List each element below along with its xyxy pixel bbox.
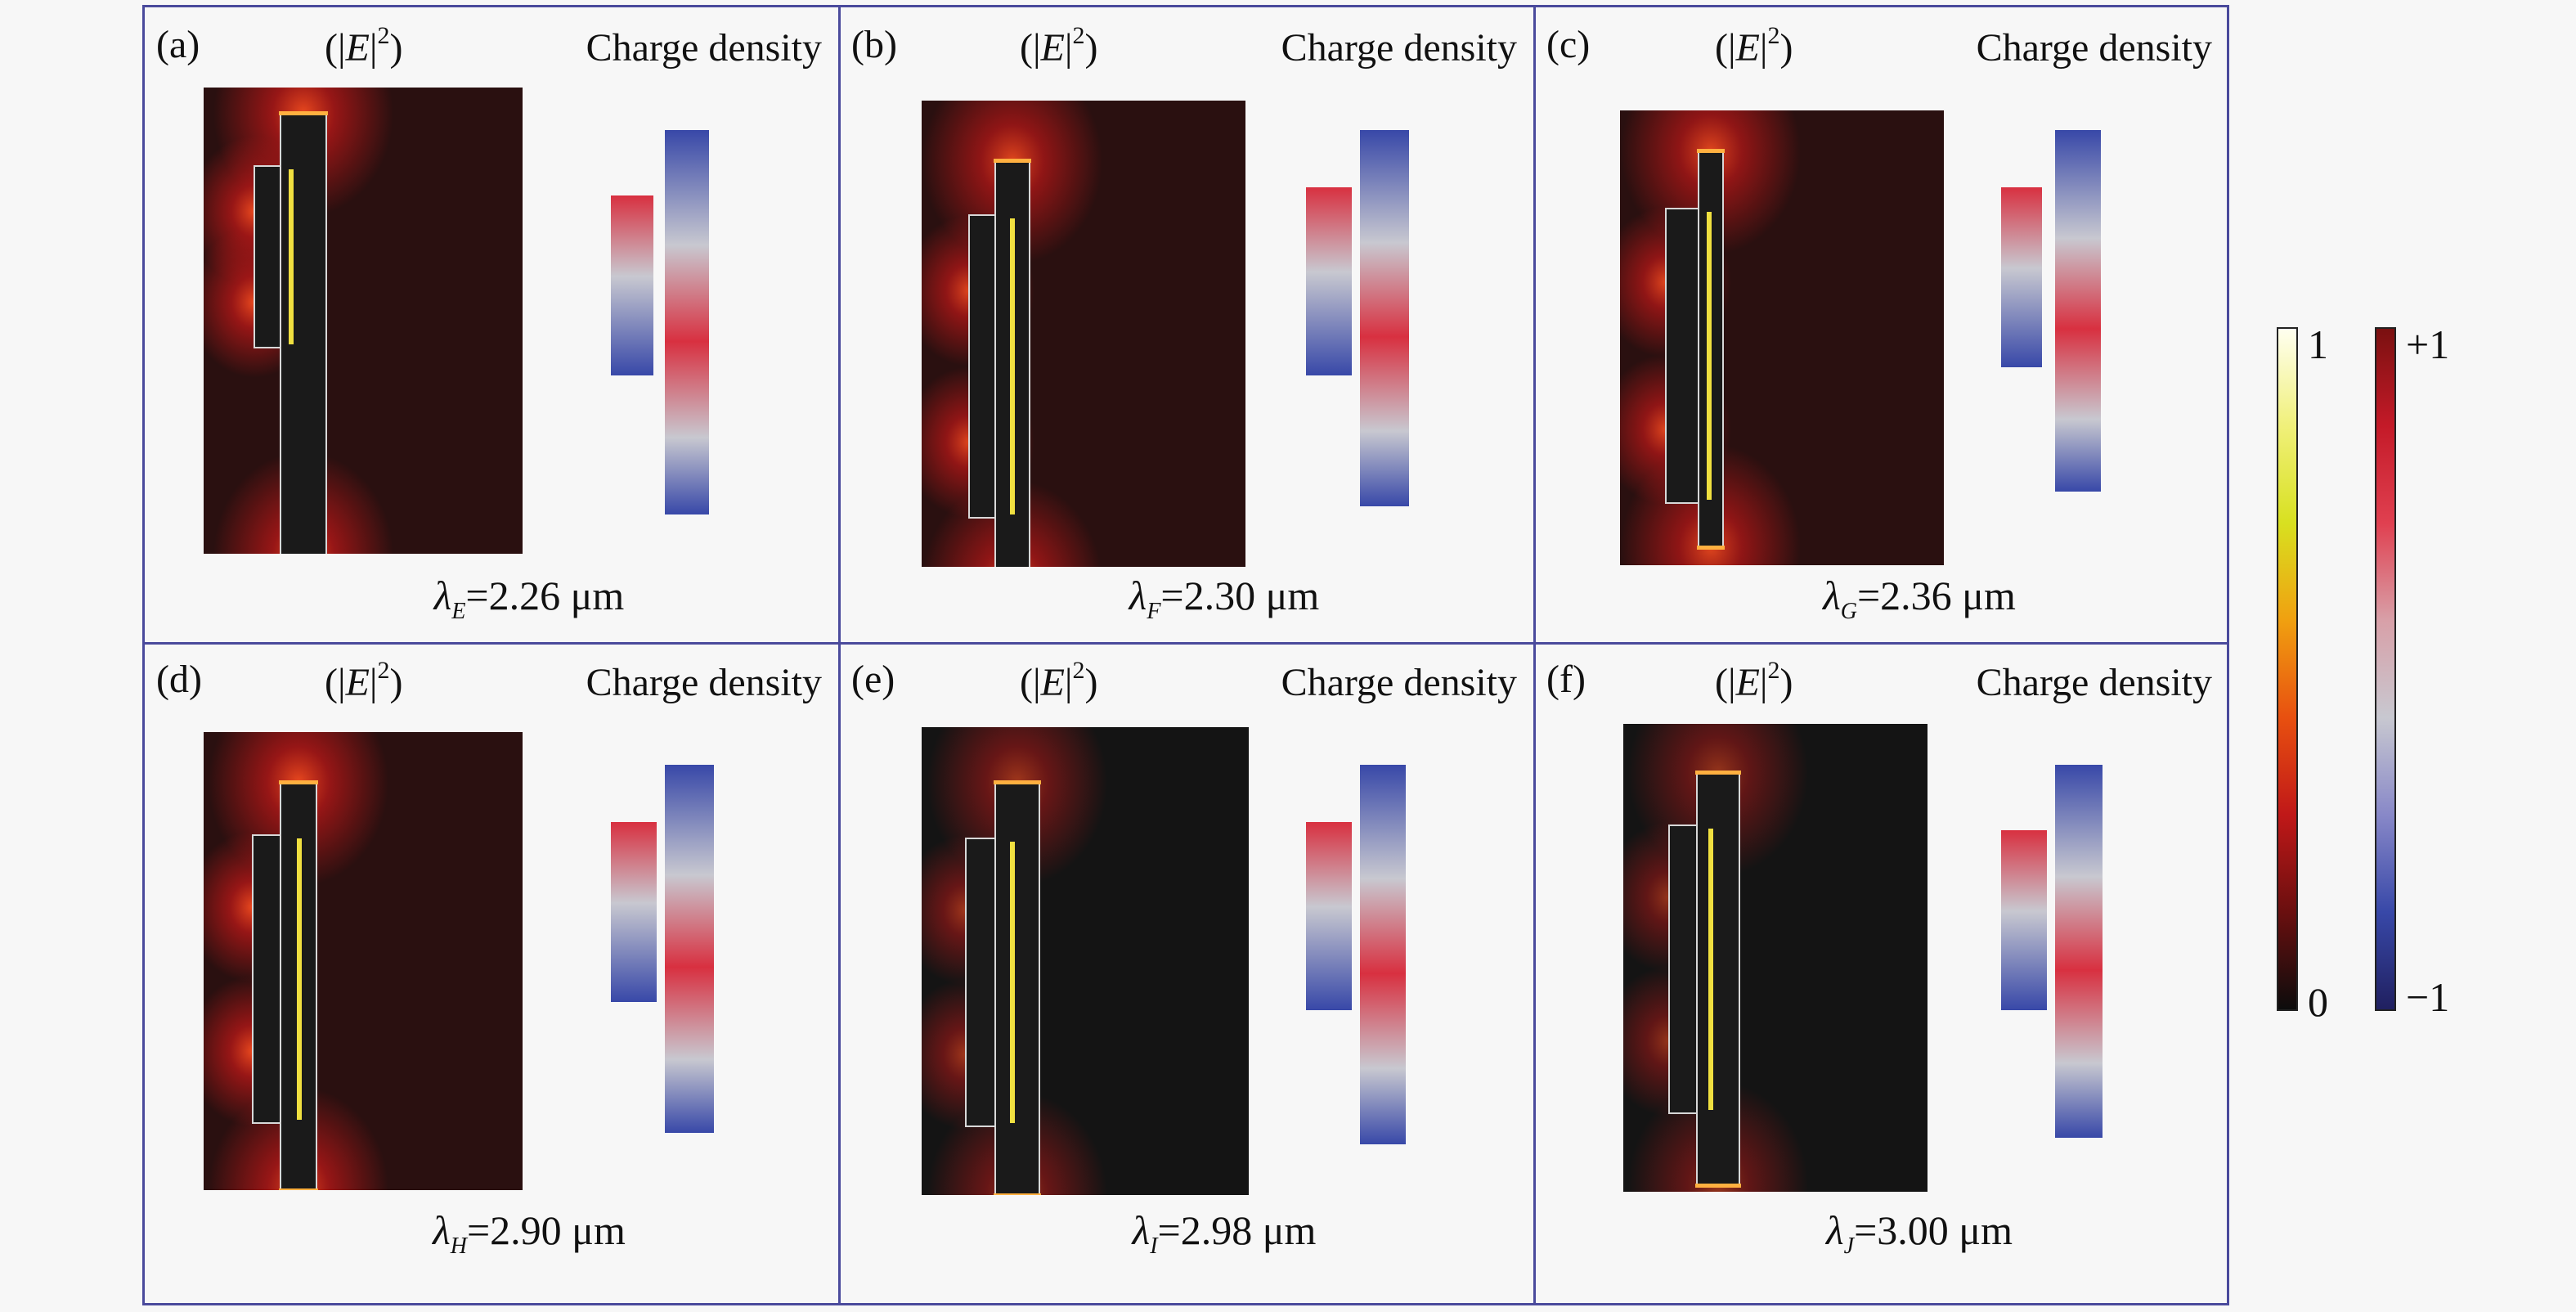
charge-density-label: Charge density: [1281, 26, 1517, 70]
panel-f: (f) (|E|2) Charge density λJ=3.00 μm: [1535, 642, 2230, 1277]
charge-map: [1306, 765, 1406, 1144]
panel-letter: (f): [1546, 658, 1586, 701]
divider-vertical-2: [1533, 7, 1536, 1303]
panel-e: (e) (|E|2) Charge density λI=2.98 μm: [840, 642, 1535, 1277]
charge-density-label: Charge density: [586, 661, 822, 704]
field-colorbar-min-label: 0: [2308, 979, 2328, 1025]
charge-density-label: Charge density: [586, 26, 822, 70]
charge-density-label: Charge density: [1976, 26, 2212, 70]
field-label: (|E|2): [1020, 657, 1098, 704]
charge-density-label: Charge density: [1281, 661, 1517, 704]
panel-d: (d) (|E|2) Charge density λH=2.90 μm: [145, 642, 840, 1277]
wavelength-label: λF=2.30 μm: [1129, 573, 1320, 624]
charge-map: [2001, 130, 2101, 492]
charge-colorbar-max-label: +1: [2406, 321, 2450, 367]
wavelength-label: λG=2.36 μm: [1823, 573, 2016, 624]
field-colorbar: [2277, 327, 2298, 1011]
field-label: (|E|2): [1020, 22, 1098, 70]
panel-letter: (c): [1546, 23, 1591, 66]
field-map: [204, 88, 523, 554]
charge-map: [611, 765, 714, 1133]
panel-b: (b) (|E|2) Charge density λF=2.30 μm: [840, 7, 1535, 642]
field-colorbar-max-label: 1: [2308, 321, 2328, 367]
panel-letter: (d): [156, 658, 202, 701]
wavelength-label: λH=2.90 μm: [433, 1207, 626, 1259]
field-label: (|E|2): [1715, 22, 1793, 70]
wavelength-label: λE=2.26 μm: [433, 573, 625, 624]
field-map: [922, 727, 1249, 1195]
panel-letter: (a): [156, 23, 200, 66]
divider-vertical-1: [838, 7, 841, 1303]
charge-map: [611, 130, 709, 514]
charge-colorbar-min-label: −1: [2406, 974, 2450, 1020]
field-label: (|E|2): [325, 657, 403, 704]
charge-colorbar: [2375, 327, 2396, 1011]
divider-horizontal: [145, 642, 2227, 645]
field-map: [204, 732, 523, 1190]
field-map: [922, 101, 1245, 567]
wavelength-label: λI=2.98 μm: [1132, 1207, 1317, 1259]
charge-map: [2001, 765, 2103, 1138]
charge-density-label: Charge density: [1976, 661, 2212, 704]
wavelength-label: λJ=3.00 μm: [1826, 1207, 2013, 1259]
panel-c: (c) (|E|2) Charge density λG=2.36 μm: [1535, 7, 2230, 642]
panel-a: (a) (|E|2) Charge density λE=2.26 μm: [145, 7, 840, 642]
field-map: [1623, 724, 1928, 1192]
figure-grid: [142, 5, 2229, 1305]
field-label: (|E|2): [325, 22, 403, 70]
field-label: (|E|2): [1715, 657, 1793, 704]
panel-letter: (b): [851, 23, 897, 66]
field-map: [1620, 110, 1944, 565]
panel-letter: (e): [851, 658, 895, 701]
charge-map: [1306, 130, 1409, 506]
